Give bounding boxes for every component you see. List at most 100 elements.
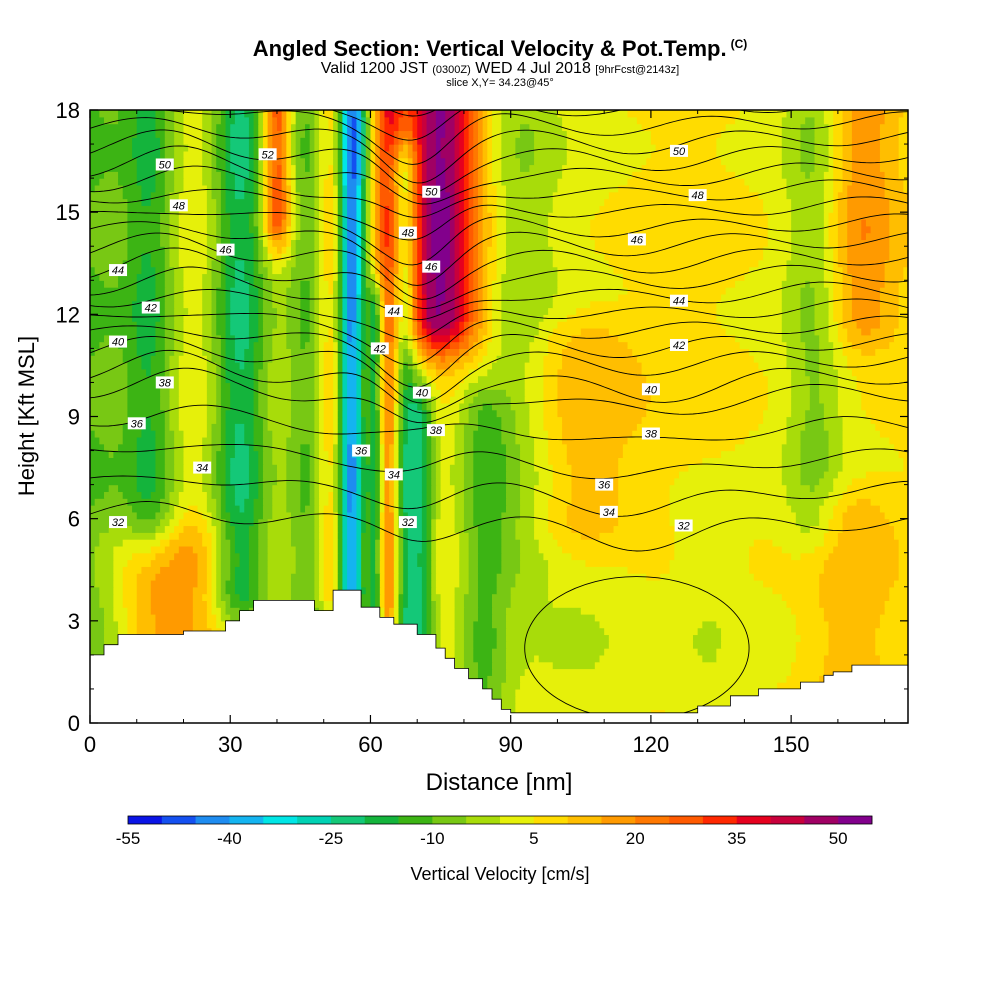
velocity-cell	[244, 355, 255, 363]
velocity-cell	[118, 443, 138, 452]
velocity-cell	[248, 341, 255, 349]
velocity-cell	[833, 198, 839, 206]
velocity-cell	[426, 334, 432, 343]
velocity-cell	[403, 307, 409, 315]
velocity-cell	[777, 682, 820, 690]
velocity-cell	[501, 695, 516, 704]
velocity-cell	[136, 178, 157, 186]
velocity-cell	[379, 116, 386, 125]
velocity-cell	[814, 137, 830, 145]
velocity-cell	[286, 191, 292, 200]
isentrope-line	[388, 110, 437, 117]
velocity-cell	[290, 157, 297, 166]
velocity-cell	[169, 559, 199, 567]
velocity-cell	[496, 239, 507, 247]
velocity-cell	[529, 123, 563, 132]
velocity-cell	[267, 518, 292, 527]
velocity-cell	[515, 688, 769, 697]
velocity-cell	[543, 402, 559, 411]
velocity-cell	[403, 511, 409, 520]
velocity-cell	[202, 457, 213, 465]
velocity-cell	[356, 246, 362, 254]
isentrope-label-bg	[669, 144, 688, 157]
velocity-cell	[487, 321, 493, 329]
velocity-cell	[150, 593, 194, 601]
velocity-cell	[800, 450, 830, 458]
velocity-cell	[725, 287, 783, 295]
velocity-cell	[548, 232, 591, 241]
velocity-cell	[786, 362, 806, 370]
velocity-cell	[622, 273, 745, 281]
velocity-cell	[398, 614, 404, 622]
velocity-cell	[842, 307, 853, 315]
velocity-cell	[618, 498, 671, 506]
velocity-cell	[319, 130, 334, 138]
velocity-cell	[295, 191, 301, 200]
velocity-cell	[477, 600, 493, 608]
velocity-cell	[393, 266, 400, 275]
velocity-cell	[90, 409, 128, 418]
velocity-cell	[398, 280, 404, 288]
velocity-cell	[421, 137, 428, 145]
velocity-cell	[501, 178, 559, 186]
velocity-cell	[763, 409, 792, 418]
velocity-cell	[323, 178, 334, 186]
velocity-cell	[477, 184, 484, 193]
velocity-cell	[435, 116, 446, 125]
velocity-cell	[220, 110, 227, 118]
velocity-cell	[463, 464, 474, 472]
velocity-cell	[347, 171, 353, 179]
velocity-cell	[174, 430, 185, 438]
velocity-cell	[220, 518, 227, 527]
velocity-cell	[379, 586, 386, 595]
isentrope-line	[90, 165, 908, 218]
velocity-cell	[347, 259, 358, 268]
velocity-cell	[898, 307, 908, 315]
velocity-cell	[281, 130, 287, 138]
velocity-cell	[333, 110, 339, 118]
velocity-cell	[716, 137, 783, 145]
velocity-cell	[375, 600, 381, 608]
velocity-cell	[473, 280, 479, 288]
velocity-cell	[230, 218, 250, 227]
velocity-cell	[454, 614, 465, 622]
velocity-cell	[426, 627, 432, 636]
velocity-cell	[347, 334, 353, 343]
velocity-cell	[449, 341, 460, 349]
velocity-cell	[823, 614, 881, 622]
velocity-cell	[884, 607, 908, 615]
velocity-cell	[314, 314, 320, 322]
velocity-cell	[459, 137, 465, 145]
isentrope-label-bg	[127, 417, 146, 430]
velocity-cell	[548, 525, 573, 533]
velocity-cell	[211, 137, 217, 145]
velocity-cell	[202, 334, 213, 343]
velocity-cell	[543, 423, 563, 431]
velocity-cell	[506, 614, 596, 622]
velocity-cell	[393, 293, 400, 302]
velocity-cell	[613, 525, 675, 533]
velocity-cell	[477, 110, 484, 118]
velocity-cell	[253, 110, 259, 118]
velocity-cell	[370, 416, 376, 424]
velocity-cell	[361, 157, 367, 166]
velocity-cell	[725, 164, 783, 172]
velocity-cell	[557, 368, 643, 377]
velocity-cell	[552, 470, 573, 479]
velocity-cell	[557, 402, 647, 411]
velocity-cell	[417, 355, 423, 363]
velocity-cell	[164, 362, 171, 370]
velocity-cell	[122, 430, 143, 438]
velocity-cell	[370, 443, 376, 452]
velocity-cell	[454, 116, 460, 125]
velocity-cell	[398, 239, 409, 247]
velocity-cell	[365, 259, 372, 268]
velocity-cell	[225, 246, 255, 254]
velocity-cell	[403, 409, 409, 418]
velocity-cell	[407, 253, 414, 261]
velocity-cell	[454, 150, 460, 159]
velocity-cell	[501, 423, 516, 431]
velocity-cell	[155, 464, 166, 472]
velocity-cell	[230, 600, 255, 608]
velocity-cell	[258, 198, 264, 206]
